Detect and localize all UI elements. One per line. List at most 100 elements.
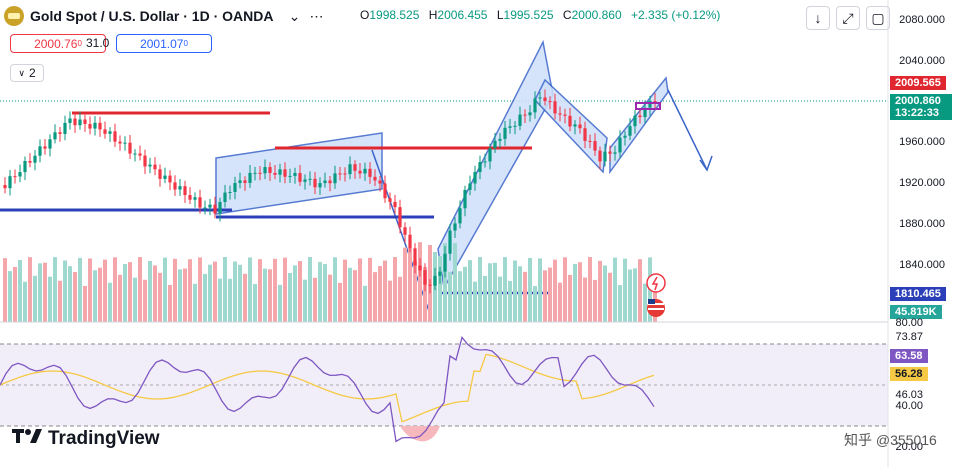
volume-bar xyxy=(268,269,272,322)
candle-body xyxy=(398,207,402,228)
candle-body xyxy=(13,176,17,178)
volume-bar xyxy=(588,257,592,322)
rsi-tick: 80.00 xyxy=(895,317,923,329)
expand-icon[interactable]: ⤢ xyxy=(836,6,860,30)
volume-bar xyxy=(288,272,292,322)
volume-bar xyxy=(398,276,402,322)
volume-bar xyxy=(18,260,22,322)
volume-bar xyxy=(93,270,97,322)
volume-bar xyxy=(308,257,312,322)
candle-body xyxy=(233,183,237,192)
symbol-title[interactable]: Gold Spot / U.S. Dollar · 1D · OANDA xyxy=(30,8,274,24)
candle-body xyxy=(323,180,327,184)
candle-body xyxy=(388,198,392,202)
volume-bar xyxy=(78,257,82,322)
price-tick: 1920.000 xyxy=(899,177,945,189)
candle-body xyxy=(93,122,97,129)
interval-toggle[interactable]: ∨ 2 xyxy=(10,64,44,82)
candle-body xyxy=(468,183,472,190)
candle-body xyxy=(503,127,507,139)
candles xyxy=(3,89,657,294)
candle-body xyxy=(123,142,127,144)
volume-bar xyxy=(223,257,227,322)
volume-bar xyxy=(448,271,452,322)
candle-body xyxy=(308,178,312,180)
sell-button[interactable]: 2000.76 0 xyxy=(10,34,106,53)
volume-bar xyxy=(643,283,647,322)
candle-body xyxy=(253,172,257,174)
watermark: 知乎 @355016 xyxy=(844,432,937,448)
volume-bar xyxy=(203,273,207,322)
candle-body xyxy=(248,172,252,183)
chevron-down-icon[interactable]: ⌄ xyxy=(288,7,301,24)
candle-body xyxy=(168,175,172,183)
current-price-tag: 2000.860 13:22:33 xyxy=(890,94,952,120)
symbol-header[interactable]: Gold Spot / U.S. Dollar · 1D · OANDA ⌄ ⋯ xyxy=(4,4,327,28)
candle-body xyxy=(593,141,597,151)
volume-bar xyxy=(478,257,482,322)
volume-bar xyxy=(238,264,242,322)
tradingview-brand[interactable]: TradingView xyxy=(12,428,160,450)
volume-bar xyxy=(538,258,542,322)
volume-bar xyxy=(163,257,167,322)
gold-logo-icon xyxy=(4,6,24,26)
candle-body xyxy=(433,275,437,286)
candle-body xyxy=(288,175,292,177)
candle-body xyxy=(23,161,27,173)
candle-body xyxy=(38,146,42,156)
volume-bar xyxy=(333,257,337,322)
price-tick: 2040.000 xyxy=(899,55,945,67)
volume-bar xyxy=(3,258,7,322)
candle-body xyxy=(343,173,347,175)
fullscreen-icon[interactable]: ▢ xyxy=(866,6,890,30)
projection-arrow xyxy=(667,89,708,171)
volume-bar xyxy=(98,267,102,322)
candle-body xyxy=(568,115,572,127)
candle-body xyxy=(293,173,297,176)
rsi-tick: 20.00 xyxy=(895,441,923,453)
volume-bar xyxy=(498,276,502,322)
candle-body xyxy=(218,202,222,214)
volume-bar xyxy=(53,257,57,322)
candle-body xyxy=(453,223,457,231)
candle-body xyxy=(558,113,562,115)
volume-bar xyxy=(133,277,137,322)
volume-bar xyxy=(243,273,247,322)
candle-body xyxy=(28,161,32,163)
price-tick: 2080.000 xyxy=(899,14,945,26)
candle-body xyxy=(533,98,537,113)
volume-bar xyxy=(608,272,612,322)
candle-body xyxy=(508,126,512,128)
volume-bar xyxy=(158,272,162,322)
volume-bar xyxy=(553,259,557,322)
candle-body xyxy=(598,150,602,162)
candle-body xyxy=(163,175,167,179)
arrow-down-icon[interactable]: ↓ xyxy=(806,6,830,30)
candle-body xyxy=(638,115,642,118)
volume-bar xyxy=(193,283,197,322)
volume-bar xyxy=(403,247,407,322)
candle-body xyxy=(153,164,157,170)
candle-body xyxy=(228,191,232,193)
volume-bar xyxy=(563,257,567,322)
candle-body xyxy=(448,230,452,254)
candle-body xyxy=(418,265,422,271)
volume-bar xyxy=(523,271,527,322)
more-icon[interactable]: ⋯ xyxy=(309,7,324,24)
candle-body xyxy=(393,201,397,208)
volume-bar xyxy=(303,279,307,322)
candle-body xyxy=(518,114,522,126)
buy-button[interactable]: 2001.07 0 xyxy=(116,34,212,53)
candle-body xyxy=(273,172,277,175)
volume-bar xyxy=(218,278,222,322)
candle-body xyxy=(643,107,647,118)
volume-bar xyxy=(313,277,317,322)
volume-bar xyxy=(393,257,397,322)
candle-body xyxy=(588,140,592,142)
candle-body xyxy=(133,153,137,155)
candle-body xyxy=(113,131,117,142)
volume-bar xyxy=(73,271,77,322)
volume-bar xyxy=(613,257,617,322)
flash-icon[interactable] xyxy=(646,273,666,293)
